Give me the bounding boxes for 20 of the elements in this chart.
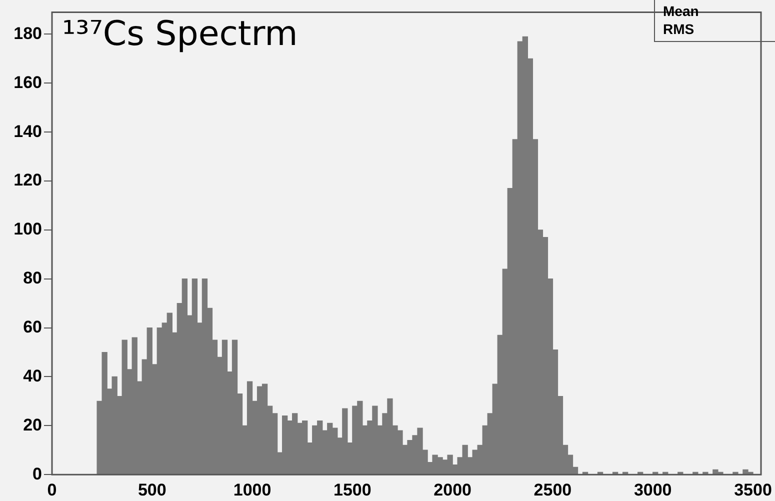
y-tick-label: 120 xyxy=(14,170,42,190)
x-tick-label: 0 xyxy=(47,480,57,500)
y-tick-label: 100 xyxy=(14,220,42,239)
y-tick-label: 180 xyxy=(14,24,42,43)
x-tick-label: 2000 xyxy=(434,480,472,500)
y-tick-label: 160 xyxy=(14,72,42,92)
y-tick-label: 140 xyxy=(14,122,42,141)
x-tick-label: 3000 xyxy=(634,480,672,500)
chart-title: ¹³⁷Cs Spectrm xyxy=(62,14,298,54)
y-tick-label: 0 xyxy=(32,464,42,484)
y-tick-label: 80 xyxy=(23,268,42,288)
y-tick-label: 40 xyxy=(23,366,42,386)
x-tick-label: 3500 xyxy=(734,480,772,500)
x-tick-label: 2500 xyxy=(534,480,572,500)
annotation: RMS xyxy=(663,20,696,38)
x-tick-label: 1000 xyxy=(233,480,272,500)
x-tick-label: 1500 xyxy=(334,480,372,500)
y-tick-label: 20 xyxy=(23,415,42,434)
y-tick-label: 60 xyxy=(23,317,42,336)
x-tick-label: 500 xyxy=(138,480,166,500)
